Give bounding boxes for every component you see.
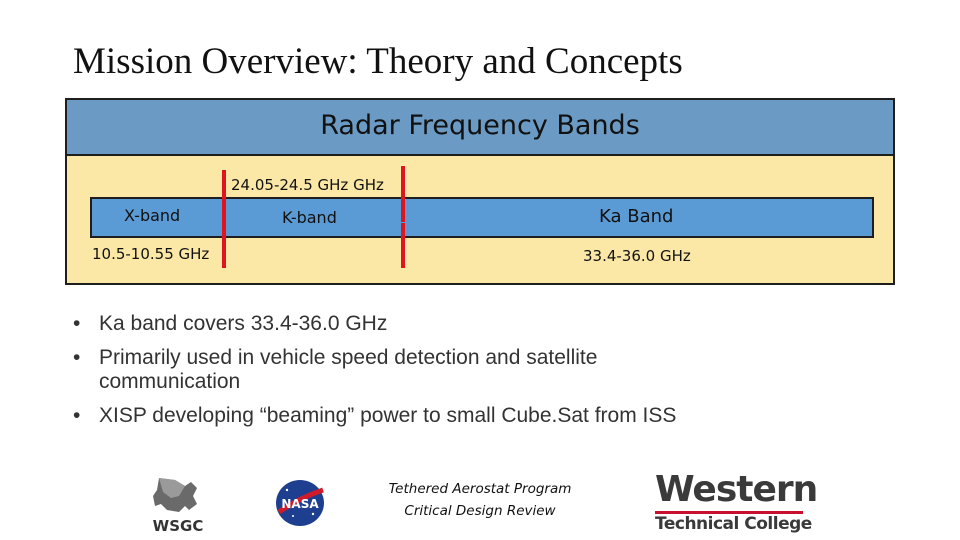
program-name: Tethered Aerostat Program xyxy=(388,481,572,497)
footer-caption: Tethered Aerostat Program Critical Desig… xyxy=(380,478,580,522)
bullet-item: XISP developing “beaming” power to small… xyxy=(73,404,873,428)
ka-band-label: Ka Band xyxy=(599,206,674,227)
western-technical-college-logo: Western Technical College xyxy=(655,469,818,534)
diagram-header: Radar Frequency Bands xyxy=(67,100,893,156)
western-logo-divider xyxy=(655,511,803,514)
x-band-range-label: 10.5-10.55 GHz xyxy=(92,245,210,263)
diagram-title: Radar Frequency Bands xyxy=(320,110,640,141)
frequency-band-diagram: Radar Frequency Bands 24.05-24.5 GHz GHz… xyxy=(65,98,895,285)
x-band-label: X-band xyxy=(124,206,181,225)
ka-band-range-label: 33.4-36.0 GHz xyxy=(583,247,691,265)
nasa-logo-text: NASA xyxy=(281,497,319,511)
x-band-upper-marker xyxy=(222,170,226,268)
page-title: Mission Overview: Theory and Concepts xyxy=(73,41,683,82)
bullet-item: Primarily used in vehicle speed detectio… xyxy=(73,346,739,394)
wsgc-logo-text: WSGC xyxy=(153,517,204,534)
band-bar xyxy=(90,197,874,238)
western-logo-line2: Technical College xyxy=(655,514,812,534)
review-name: Critical Design Review xyxy=(404,503,556,519)
ka-band-lower-marker xyxy=(401,223,405,268)
bullet-item: Ka band covers 33.4-36.0 GHz xyxy=(73,312,873,336)
k-band-range-label: 24.05-24.5 GHz GHz xyxy=(231,176,384,194)
wsgc-logo: WSGC xyxy=(145,476,211,535)
k-band-upper-marker xyxy=(401,166,405,222)
bullet-list: Ka band covers 33.4-36.0 GHz Primarily u… xyxy=(73,312,873,438)
nasa-logo: NASA xyxy=(273,478,327,528)
k-band-label: K-band xyxy=(282,208,337,227)
western-logo-line1: Western xyxy=(655,469,818,510)
